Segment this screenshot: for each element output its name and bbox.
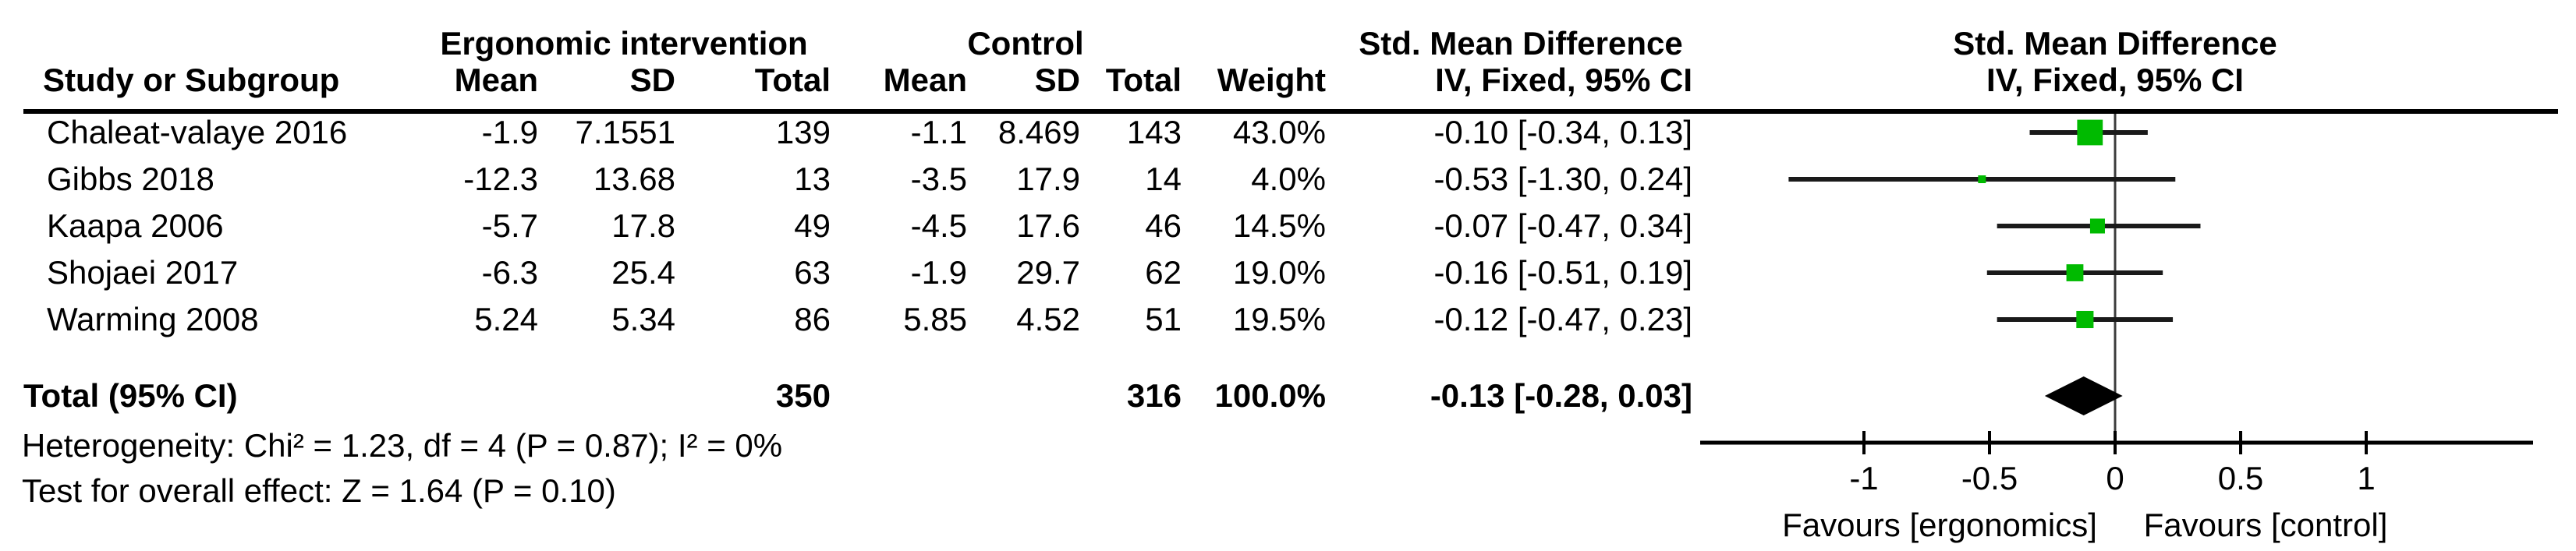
- control-total-cell: 143: [1126, 114, 1182, 150]
- favours-left-label: Favours [ergonomics]: [1782, 507, 2097, 543]
- intervention-total-cell: 63: [794, 254, 831, 291]
- control-mean-cell: -4.5: [910, 207, 967, 244]
- intervention-sd-cell: 7.1551: [575, 114, 675, 150]
- effect-square: [1978, 175, 1986, 183]
- control-mean-cell: -3.5: [910, 161, 967, 197]
- intervention-total-header: Total: [754, 62, 831, 98]
- effect-square: [2077, 119, 2103, 146]
- effect-method-header: IV, Fixed, 95% CI: [1435, 62, 1692, 98]
- control-sd-cell: 17.9: [1016, 161, 1080, 197]
- control-mean-cell: 5.85: [903, 301, 967, 337]
- axis-tick-label: 1: [2357, 460, 2375, 496]
- control-total-cell: 14: [1145, 161, 1182, 197]
- study-name-cell: Shojaei 2017: [47, 254, 239, 291]
- weight-cell: 14.5%: [1232, 207, 1326, 244]
- group-header-intervention: Ergonomic intervention: [440, 25, 808, 62]
- group-header-control: Control: [967, 25, 1084, 62]
- effect-square: [2076, 310, 2094, 329]
- control-total-cell: 51: [1145, 301, 1182, 337]
- effect-square: [2066, 264, 2084, 281]
- intervention-total-cell: 49: [794, 207, 831, 244]
- effect-square: [2089, 218, 2105, 234]
- weight-cell: 19.5%: [1232, 301, 1326, 337]
- intervention-mean-cell: -5.7: [481, 207, 538, 244]
- total-effect-ci: -0.13 [-0.28, 0.03]: [1430, 377, 1692, 414]
- intervention-total-cell: 13: [794, 161, 831, 197]
- control-sd-cell: 4.52: [1016, 301, 1080, 337]
- control-mean-cell: -1.9: [910, 254, 967, 291]
- header-separator-line: [23, 109, 2558, 114]
- control-total-header: Total: [1105, 62, 1182, 98]
- control-total-cell: 46: [1145, 207, 1182, 244]
- plot-method-header: IV, Fixed, 95% CI: [1986, 62, 2244, 98]
- study-name-cell: Kaapa 2006: [47, 207, 224, 244]
- intervention-sd-cell: 17.8: [611, 207, 675, 244]
- total-weight: 100.0%: [1214, 377, 1326, 414]
- control-mean-header: Mean: [883, 62, 967, 98]
- weight-cell: 19.0%: [1232, 254, 1326, 291]
- control-mean-cell: -1.1: [910, 114, 967, 150]
- axis-tick-label: -1: [1849, 460, 1878, 496]
- intervention-sd-cell: 13.68: [593, 161, 675, 197]
- intervention-total-cell: 86: [794, 301, 831, 337]
- intervention-mean-cell: -12.3: [463, 161, 538, 197]
- control-sd-cell: 17.6: [1016, 207, 1080, 244]
- control-sd-cell: 8.469: [997, 114, 1080, 150]
- overall-effect-note: Test for overall effect: Z = 1.64 (P = 0…: [22, 472, 616, 509]
- intervention-sd-cell: 25.4: [611, 254, 675, 291]
- total-intervention-n: 350: [775, 377, 831, 414]
- intervention-mean-header: Mean: [454, 62, 538, 98]
- effect-ci-cell: -0.12 [-0.47, 0.23]: [1433, 301, 1692, 337]
- intervention-sd-cell: 5.34: [611, 301, 675, 337]
- control-sd-header: SD: [1034, 62, 1080, 98]
- effect-column-header: Std. Mean Difference: [1359, 25, 1683, 62]
- study-name-cell: Chaleat-valaye 2016: [47, 114, 348, 150]
- intervention-mean-cell: 5.24: [474, 301, 538, 337]
- axis-tick-label: 0: [2106, 460, 2124, 496]
- control-total-cell: 62: [1145, 254, 1182, 291]
- total-control-n: 316: [1126, 377, 1182, 414]
- intervention-sd-header: SD: [629, 62, 675, 98]
- intervention-mean-cell: -1.9: [481, 114, 538, 150]
- weight-cell: 4.0%: [1251, 161, 1326, 197]
- intervention-mean-cell: -6.3: [481, 254, 538, 291]
- control-sd-cell: 29.7: [1016, 254, 1080, 291]
- total-diamond: [2044, 376, 2123, 415]
- weight-cell: 43.0%: [1232, 114, 1326, 150]
- plot-column-header: Std. Mean Difference: [1953, 25, 2277, 62]
- effect-ci-cell: -0.16 [-0.51, 0.19]: [1433, 254, 1692, 291]
- effect-ci-cell: -0.53 [-1.30, 0.24]: [1433, 161, 1692, 197]
- effect-ci-cell: -0.10 [-0.34, 0.13]: [1433, 114, 1692, 150]
- weight-column-header: Weight: [1217, 62, 1326, 98]
- intervention-total-cell: 139: [775, 114, 831, 150]
- heterogeneity-note: Heterogeneity: Chi² = 1.23, df = 4 (P = …: [22, 427, 783, 464]
- total-row-label: Total (95% CI): [23, 377, 238, 414]
- axis-tick-label: 0.5: [2218, 460, 2263, 496]
- study-name-cell: Warming 2008: [47, 301, 259, 337]
- axis-tick-label: -0.5: [1961, 460, 2018, 496]
- favours-right-label: Favours [control]: [2144, 507, 2388, 543]
- study-column-header: Study or Subgroup: [43, 62, 340, 98]
- study-name-cell: Gibbs 2018: [47, 161, 214, 197]
- effect-ci-cell: -0.07 [-0.47, 0.34]: [1433, 207, 1692, 244]
